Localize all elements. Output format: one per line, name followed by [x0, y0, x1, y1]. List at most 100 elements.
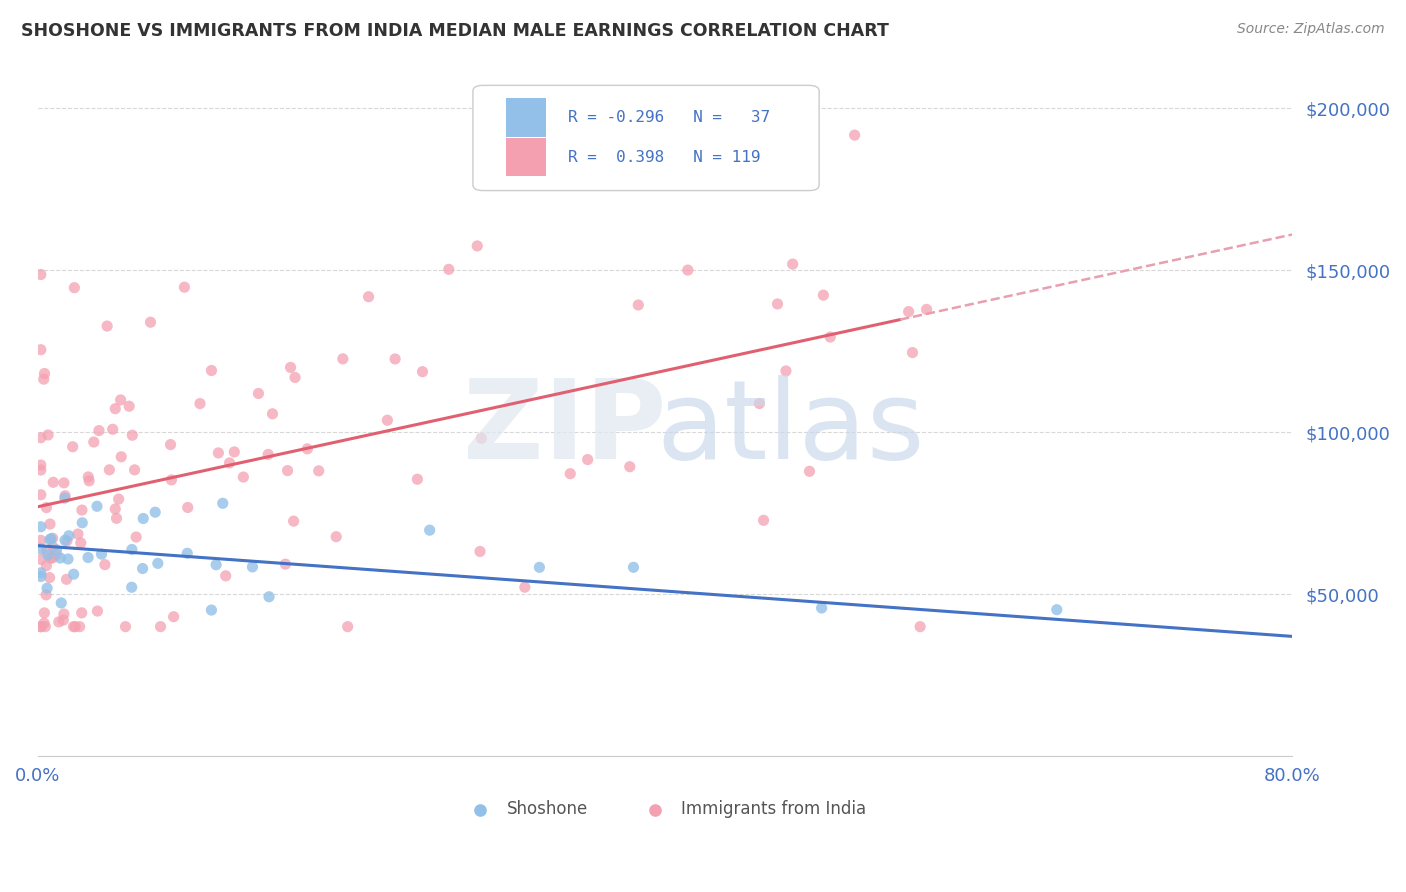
Point — [576, 452, 599, 467]
Point — [406, 472, 429, 486]
Point — [218, 456, 240, 470]
Point — [70, 503, 93, 517]
Point — [274, 557, 297, 571]
FancyBboxPatch shape — [472, 86, 820, 191]
Point — [35, 558, 58, 573]
Point — [53, 491, 76, 505]
Point — [139, 315, 162, 329]
Point — [125, 530, 148, 544]
Point — [37, 548, 59, 562]
Point — [52, 475, 75, 490]
Point — [90, 547, 112, 561]
Point — [110, 392, 132, 407]
Point — [149, 620, 172, 634]
Point — [232, 470, 254, 484]
Point — [42, 540, 65, 554]
Point — [41, 531, 63, 545]
Point — [124, 463, 146, 477]
Point — [42, 550, 65, 565]
FancyBboxPatch shape — [506, 138, 546, 177]
Point — [39, 516, 62, 531]
Text: ZIP: ZIP — [463, 376, 666, 483]
Text: atlas: atlas — [657, 376, 925, 483]
Point — [30, 566, 52, 580]
Point — [257, 447, 280, 461]
Point — [297, 442, 319, 456]
Point — [280, 360, 302, 375]
Point — [30, 431, 52, 445]
Point — [30, 268, 52, 282]
Point — [205, 558, 228, 572]
Point — [810, 601, 832, 615]
Point — [55, 572, 77, 586]
FancyBboxPatch shape — [506, 98, 546, 136]
Point — [1046, 602, 1069, 616]
Point — [114, 620, 136, 634]
Point — [146, 557, 169, 571]
Point — [30, 463, 52, 477]
Point — [813, 288, 835, 302]
Point — [188, 396, 211, 410]
Point — [377, 413, 399, 427]
Point — [529, 560, 551, 574]
Point — [77, 470, 100, 484]
Point — [308, 464, 330, 478]
Point — [325, 530, 347, 544]
Point — [752, 513, 775, 527]
Point — [242, 560, 264, 574]
Point — [336, 620, 359, 634]
Point — [121, 428, 143, 442]
Point — [411, 365, 433, 379]
Point — [160, 473, 183, 487]
Point — [131, 561, 153, 575]
Point — [42, 475, 65, 490]
Point — [283, 514, 305, 528]
Point — [173, 280, 195, 294]
Point — [30, 620, 52, 634]
Point — [58, 529, 80, 543]
Point — [62, 567, 84, 582]
Point — [96, 319, 118, 334]
Point — [560, 467, 582, 481]
Point — [30, 541, 52, 556]
Point — [34, 606, 56, 620]
Text: R =  0.398   N = 119: R = 0.398 N = 119 — [568, 150, 761, 165]
Point — [53, 533, 76, 548]
Point — [104, 401, 127, 416]
Point — [676, 263, 699, 277]
Point — [200, 363, 222, 377]
Point — [56, 533, 79, 548]
Point — [437, 262, 460, 277]
Point — [818, 330, 841, 344]
Point — [357, 290, 380, 304]
Point — [34, 367, 56, 381]
Point — [39, 532, 62, 546]
Point — [94, 558, 117, 572]
Point — [30, 520, 52, 534]
Point — [419, 523, 441, 537]
Point — [51, 596, 73, 610]
Point — [30, 488, 52, 502]
Point — [69, 536, 91, 550]
Point — [56, 552, 79, 566]
Point — [37, 428, 59, 442]
Point — [748, 396, 770, 410]
Point — [901, 345, 924, 359]
Point — [107, 491, 129, 506]
Point — [48, 615, 70, 629]
Point — [30, 458, 52, 472]
Point — [284, 370, 307, 384]
Point — [799, 464, 821, 478]
Text: R = -0.296   N =   37: R = -0.296 N = 37 — [568, 110, 770, 125]
Point — [623, 560, 645, 574]
Point — [277, 464, 299, 478]
Point — [39, 551, 62, 566]
Point — [105, 511, 128, 525]
Point — [83, 435, 105, 450]
Point — [63, 281, 86, 295]
Point — [207, 446, 229, 460]
Point — [384, 351, 406, 366]
Point — [77, 474, 100, 488]
Point — [52, 607, 75, 621]
Point — [766, 297, 789, 311]
